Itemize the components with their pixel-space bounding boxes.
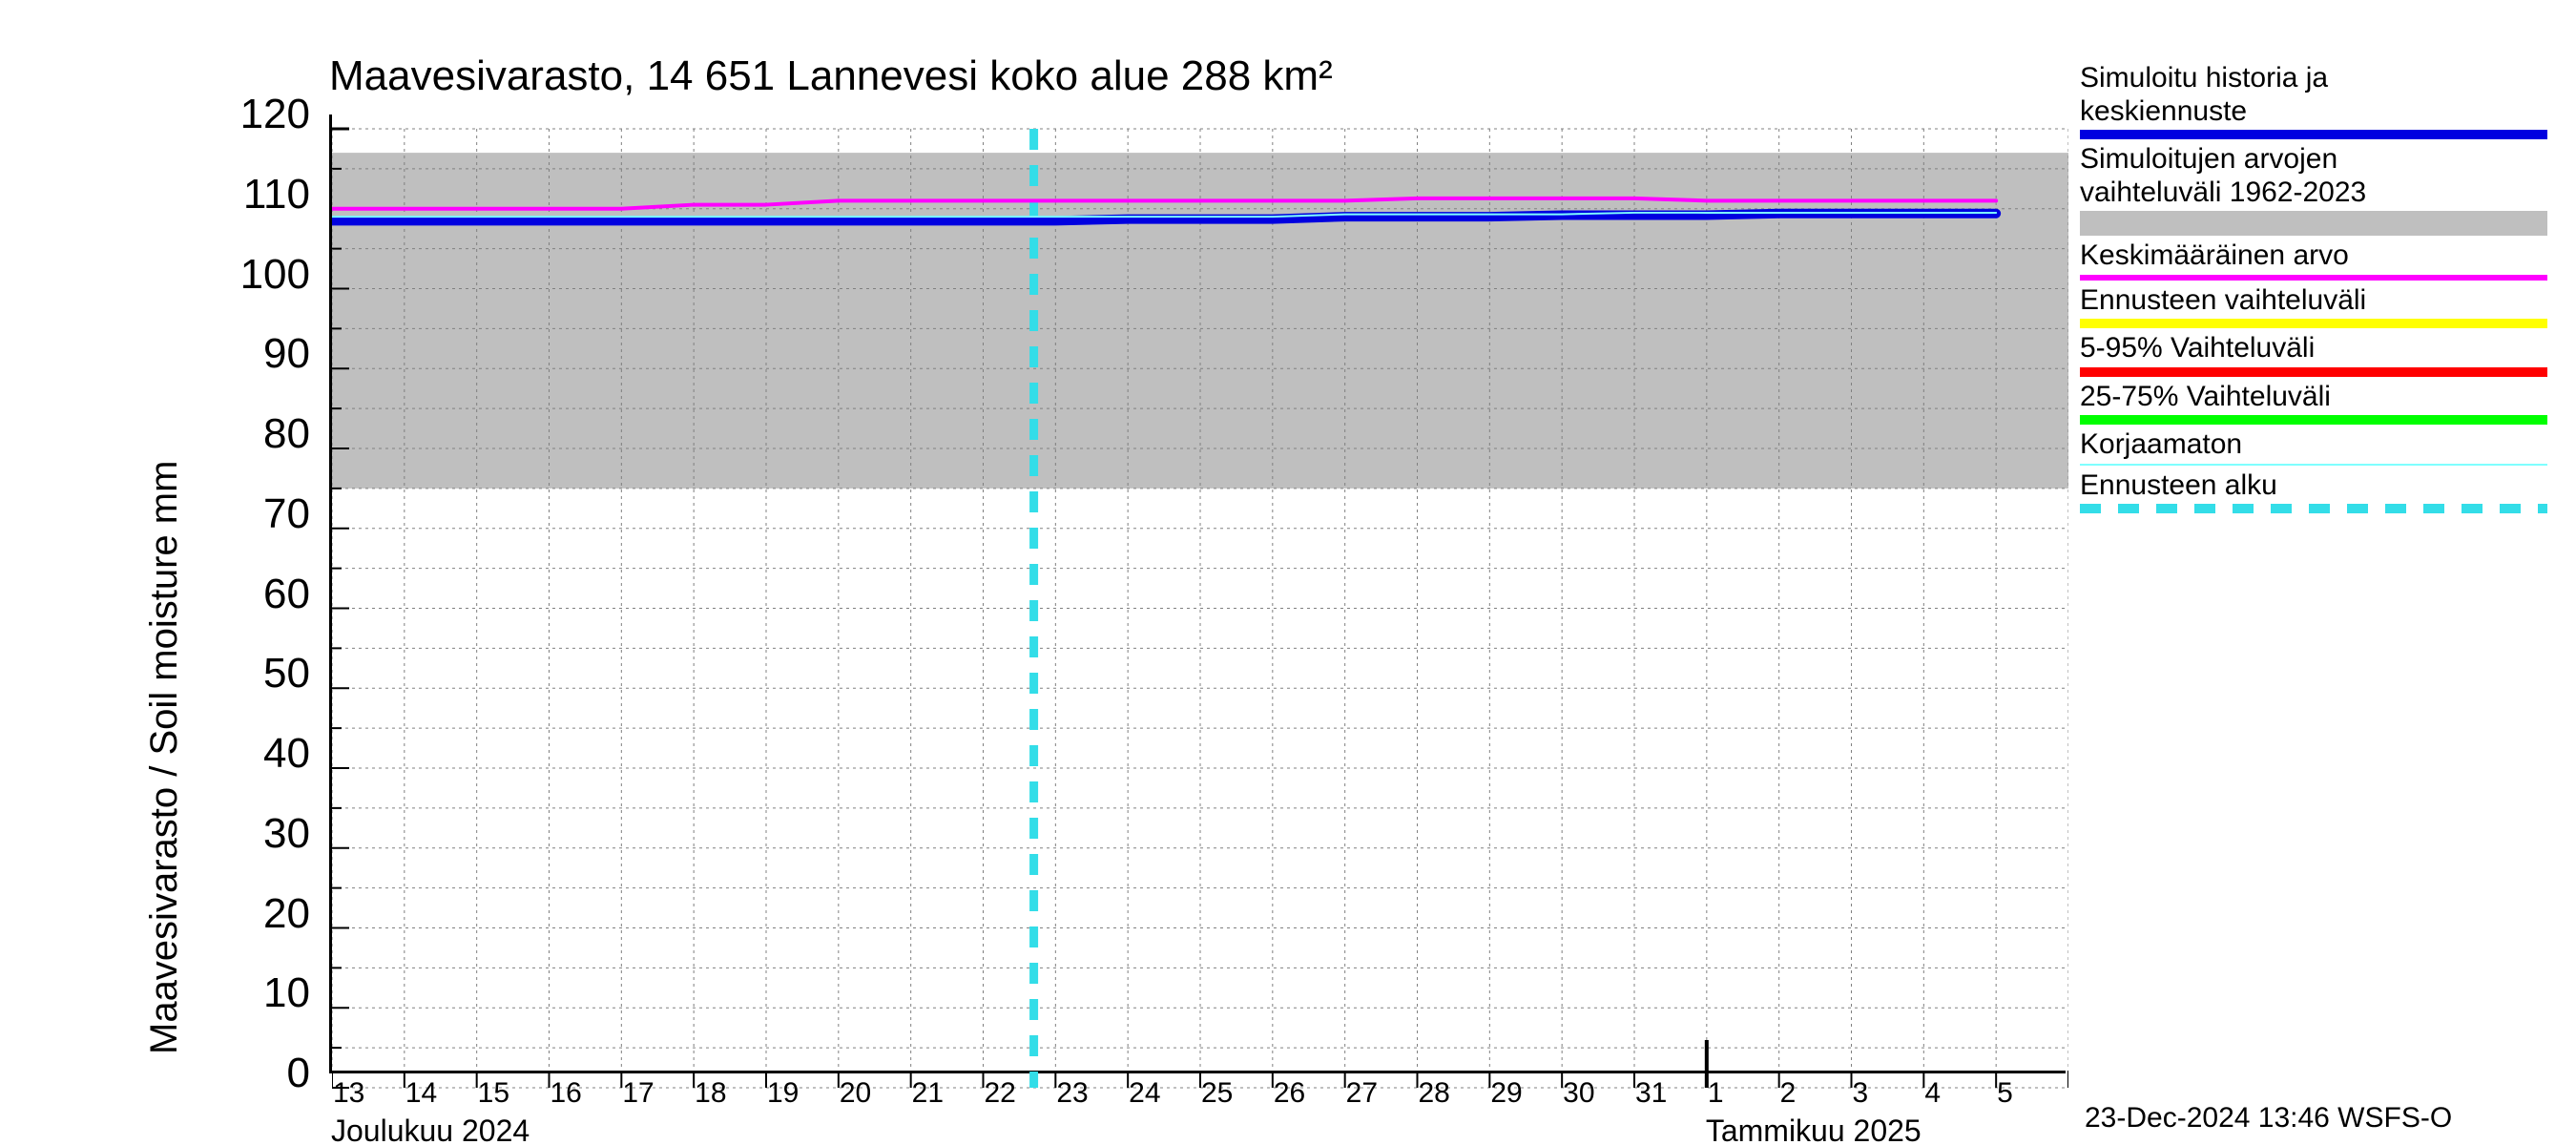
x-tick-label: 21 — [912, 1077, 944, 1110]
y-tick-label: 120 — [240, 91, 310, 138]
x-tick-label: 28 — [1419, 1077, 1450, 1110]
x-tick-label: 3 — [1853, 1077, 1869, 1110]
x-tick-label: 31 — [1635, 1077, 1667, 1110]
legend-swatch — [2080, 319, 2547, 328]
x-tick-label: 4 — [1924, 1077, 1941, 1110]
legend-entry: Simuloitu historia ja keskiennuste — [2080, 62, 2547, 139]
legend-label: Ennusteen vaihteluväli — [2080, 284, 2547, 318]
legend-entry: Korjaamaton — [2080, 428, 2547, 466]
x-tick-label: 29 — [1490, 1077, 1522, 1110]
legend: Simuloitu historia ja keskiennuste Simulo… — [2080, 62, 2547, 517]
y-tick-label: 0 — [287, 1050, 310, 1097]
y-tick-label: 110 — [243, 171, 310, 219]
x-tick-label: 15 — [478, 1077, 509, 1110]
y-tick-label: 40 — [263, 730, 310, 778]
y-tick-label: 20 — [263, 890, 310, 938]
legend-swatch — [2080, 367, 2547, 377]
x-tick-label: 30 — [1563, 1077, 1594, 1110]
legend-entry: 25-75% Vaihteluväli — [2080, 381, 2547, 426]
legend-swatch — [2080, 504, 2547, 513]
legend-label: Simuloitujen arvojen vaihteluväli 1962-2… — [2080, 143, 2547, 209]
legend-entry: Simuloitujen arvojen vaihteluväli 1962-2… — [2080, 143, 2547, 236]
legend-label: 25-75% Vaihteluväli — [2080, 381, 2547, 414]
x-tick-label: 25 — [1201, 1077, 1233, 1110]
x-tick-label: 1 — [1708, 1077, 1724, 1110]
legend-entry: Keskimääräinen arvo — [2080, 239, 2547, 281]
legend-label: Korjaamaton — [2080, 428, 2547, 462]
plot-svg — [332, 114, 2068, 1102]
x-tick-label: 20 — [840, 1077, 871, 1110]
chart-container: Maavesivarasto, 14 651 Lannevesi koko al… — [0, 0, 2576, 1145]
x-tick-label: 2 — [1780, 1077, 1797, 1110]
legend-entry: Ennusteen vaihteluväli — [2080, 284, 2547, 329]
legend-swatch — [2080, 275, 2547, 281]
y-tick-label: 70 — [263, 490, 310, 538]
month-label-fi: Joulukuu 2024 — [331, 1114, 530, 1145]
y-tick-label: 60 — [263, 571, 310, 618]
x-tick-label: 24 — [1129, 1077, 1160, 1110]
y-tick-label: 10 — [263, 969, 310, 1017]
x-tick-label: 13 — [333, 1077, 364, 1110]
plot-area — [329, 114, 2066, 1073]
legend-entry: Ennusteen alku — [2080, 469, 2547, 514]
y-tick-label: 80 — [263, 410, 310, 458]
x-tick-label: 5 — [1997, 1077, 2013, 1110]
legend-entry: 5-95% Vaihteluväli — [2080, 332, 2547, 377]
x-tick-label: 14 — [405, 1077, 437, 1110]
y-tick-label: 50 — [263, 650, 310, 697]
chart-title: Maavesivarasto, 14 651 Lannevesi koko al… — [329, 52, 1333, 100]
legend-swatch — [2080, 130, 2547, 139]
x-tick-label: 27 — [1346, 1077, 1378, 1110]
y-axis-label: Maavesivarasto / Soil moisture mm — [143, 461, 186, 1054]
legend-swatch — [2080, 464, 2547, 466]
y-tick-label: 30 — [263, 810, 310, 858]
x-tick-label: 16 — [551, 1077, 582, 1110]
legend-swatch — [2080, 415, 2547, 425]
month-label-fi: Tammikuu 2025 — [1706, 1114, 1922, 1145]
legend-swatch — [2080, 211, 2547, 236]
x-tick-label: 26 — [1274, 1077, 1305, 1110]
x-tick-label: 22 — [985, 1077, 1016, 1110]
legend-label: Keskimääräinen arvo — [2080, 239, 2547, 273]
y-tick-label: 90 — [263, 330, 310, 378]
legend-label: 5-95% Vaihteluväli — [2080, 332, 2547, 365]
x-tick-label: 23 — [1056, 1077, 1088, 1110]
x-tick-label: 18 — [695, 1077, 726, 1110]
x-tick-label: 17 — [622, 1077, 654, 1110]
footer-timestamp: 23-Dec-2024 13:46 WSFS-O — [2085, 1102, 2452, 1135]
legend-label: Ennusteen alku — [2080, 469, 2547, 503]
x-tick-label: 19 — [767, 1077, 799, 1110]
legend-label: Simuloitu historia ja keskiennuste — [2080, 62, 2547, 128]
y-tick-label: 100 — [240, 251, 310, 299]
